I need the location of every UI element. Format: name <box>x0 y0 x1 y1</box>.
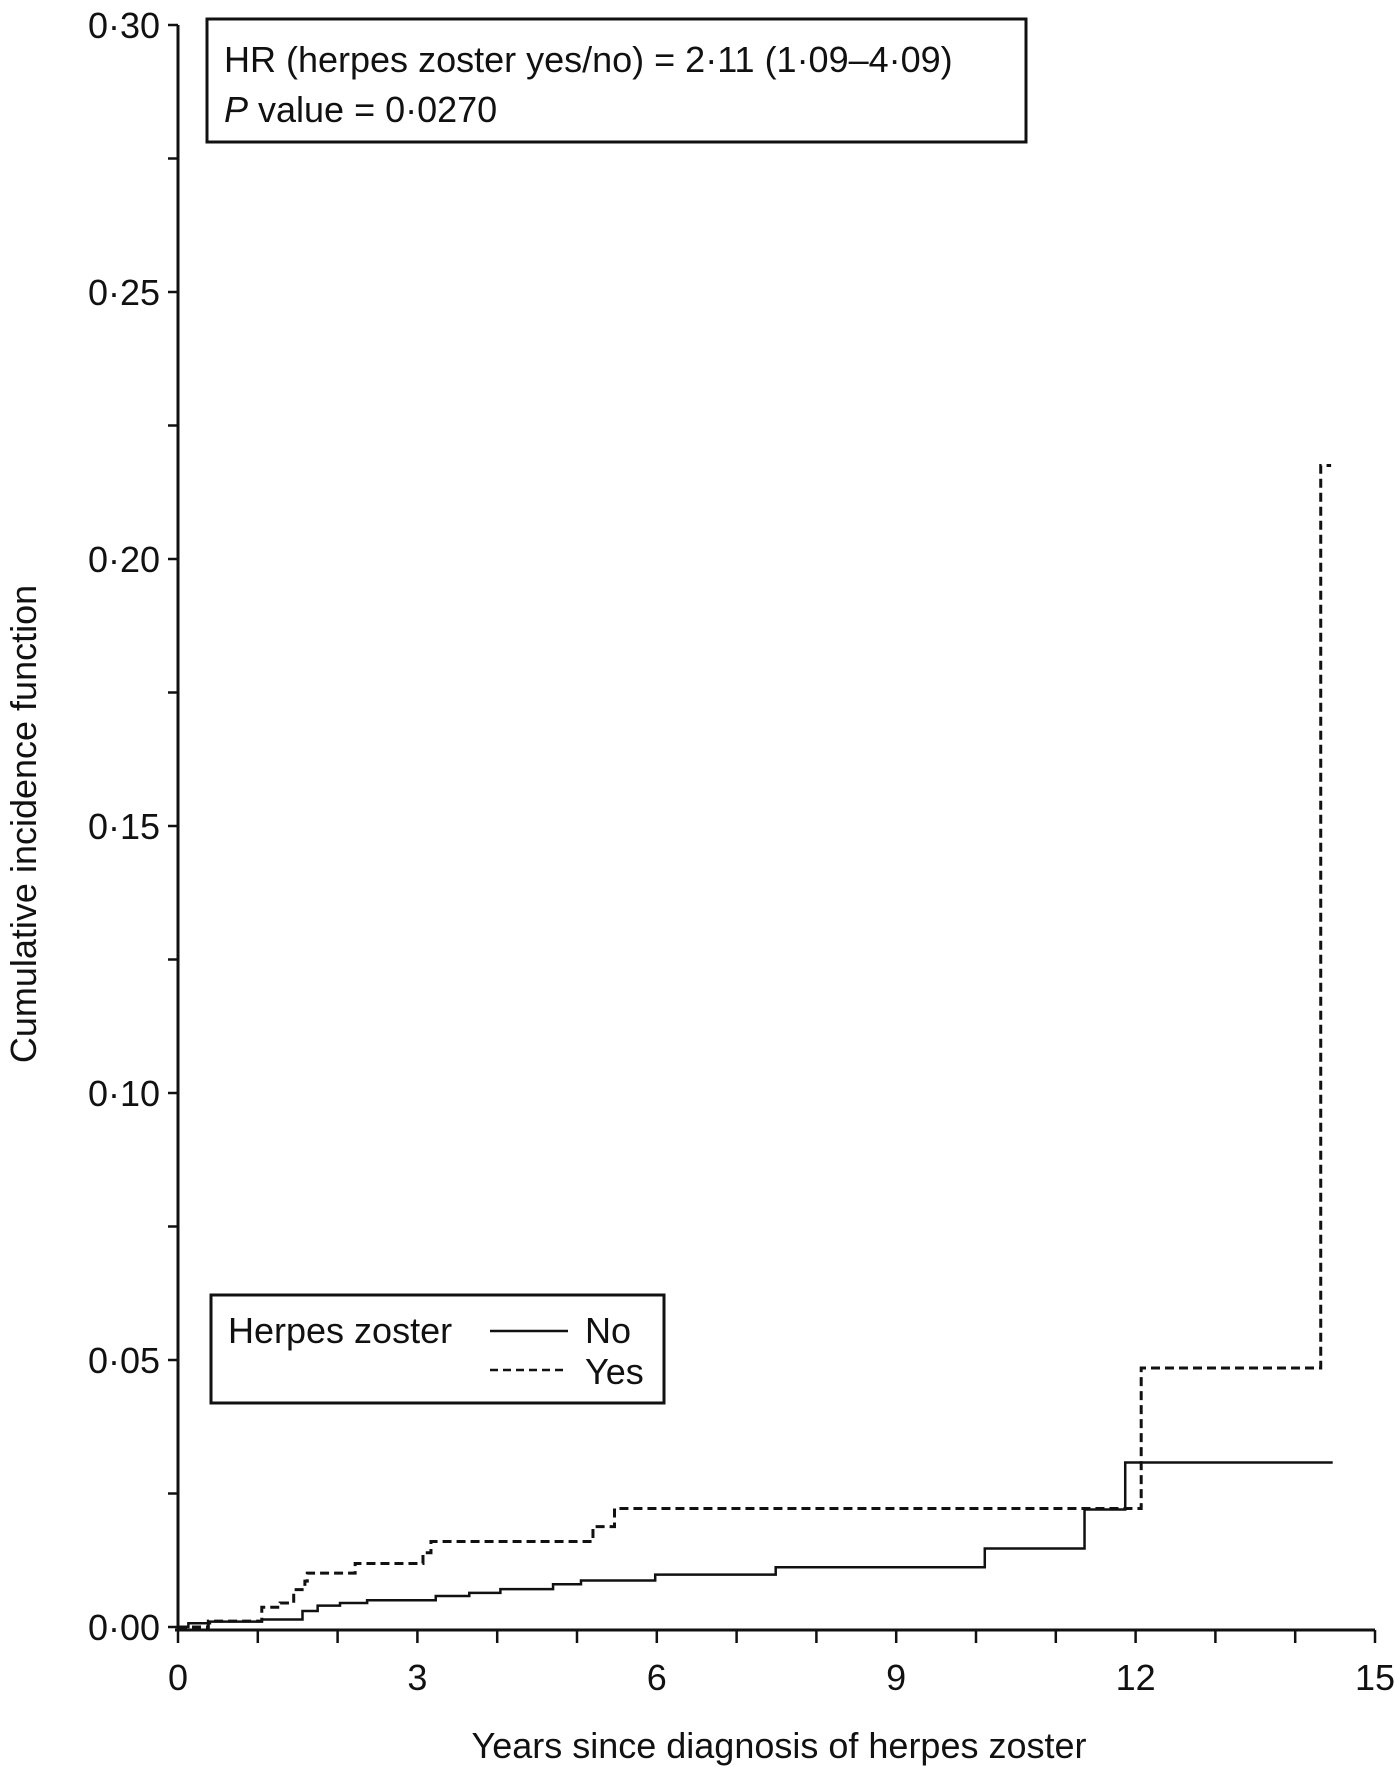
legend-title: Herpes zoster <box>228 1310 452 1351</box>
p-value: value = 0·0270 <box>248 89 497 130</box>
x-tick-label: 12 <box>1116 1657 1156 1698</box>
y-tick-label: 0·00 <box>88 1607 160 1648</box>
x-tick-label: 3 <box>407 1657 427 1698</box>
y-axis-label: Cumulative incidence function <box>3 585 44 1063</box>
annotation-box: HR (herpes zoster yes/no) = 2·11 (1·09–4… <box>205 17 1028 144</box>
axes: 0 3 6 9 12 15 0·00 0·05 0·10 0·15 0·20 0·25 0·30 <box>88 5 1395 1698</box>
legend: Herpes zoster No Yes <box>209 1293 666 1405</box>
p-symbol: P <box>224 89 248 130</box>
y-tick-label: 0·15 <box>88 806 160 847</box>
series-line-no <box>178 1461 1333 1629</box>
x-tick-label: 15 <box>1355 1657 1395 1698</box>
x-axis-label: Years since diagnosis of herpes zoster <box>471 1725 1086 1766</box>
legend-frame <box>209 1293 666 1405</box>
legend-label-no: No <box>585 1310 631 1351</box>
hazard-ratio-text: HR (herpes zoster yes/no) = 2·11 (1·09–4… <box>224 39 953 80</box>
legend-label-yes: Yes <box>585 1351 644 1392</box>
y-tick-label: 0·25 <box>88 272 160 313</box>
y-tick-label: 0·20 <box>88 539 160 580</box>
annotation-frame <box>205 17 1028 144</box>
x-tick-label: 9 <box>886 1657 906 1698</box>
y-tick-label: 0·05 <box>88 1340 160 1381</box>
series-lines <box>178 464 1333 1629</box>
x-tick-label: 6 <box>647 1657 667 1698</box>
y-tick-label: 0·10 <box>88 1073 160 1114</box>
series-line-yes <box>178 464 1332 1629</box>
x-tick-label: 0 <box>168 1657 188 1698</box>
y-tick-label: 0·30 <box>88 5 160 46</box>
p-value-text: P value = 0·0270 <box>224 89 497 130</box>
